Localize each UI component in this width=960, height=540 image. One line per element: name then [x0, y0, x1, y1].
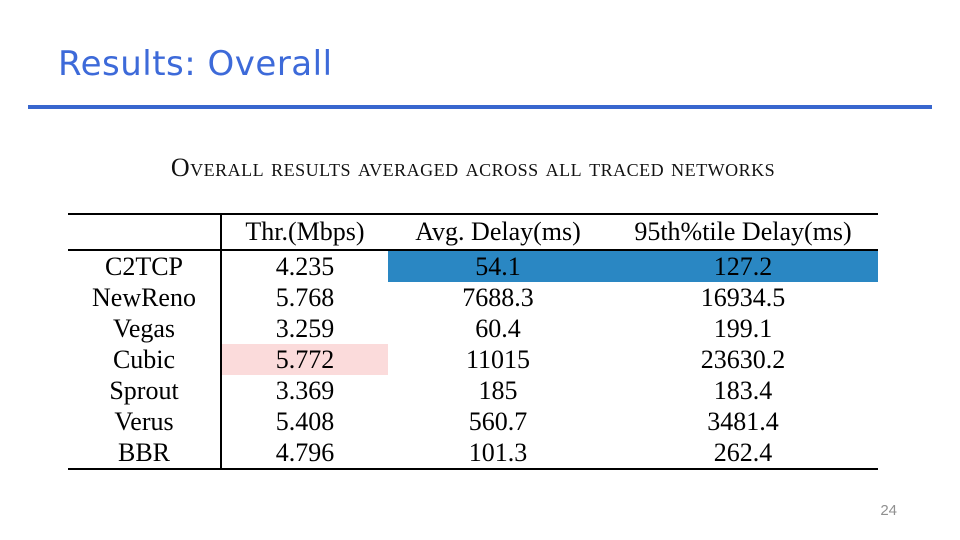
results-table: Thr.(Mbps) Avg. Delay(ms) 95th%tile Dela…: [68, 213, 878, 470]
slide-page-number: 24: [880, 502, 897, 519]
column-header-scheme: [68, 215, 222, 251]
table-row-cubic: Cubic 5.772 11015 23630.2: [68, 344, 878, 375]
table-row-bbr: BBR 4.796 101.3 262.4: [68, 437, 878, 468]
cell-throughput: 5.408: [275, 406, 335, 436]
cell-throughput: 3.259: [275, 313, 335, 343]
cell-throughput: 3.369: [275, 375, 335, 405]
cell-throughput: 5.768: [275, 282, 335, 312]
cell-95th-delay: 3481.4: [707, 406, 779, 436]
cell-95th-delay: 183.4: [713, 375, 773, 405]
cell-avg-delay-highlighted: 54.1: [388, 251, 608, 282]
cell-avg-delay: 11015: [465, 344, 531, 374]
cell-avg-delay: 101.3: [468, 437, 528, 467]
row-label: NewReno: [68, 282, 222, 313]
title-underline: [28, 105, 932, 109]
cell-avg-delay: 185: [478, 375, 518, 405]
cell-avg-delay: 60.4: [475, 313, 521, 343]
column-header-95th-delay: 95th%tile Delay(ms): [608, 215, 878, 251]
cell-avg-delay: 7688.3: [462, 282, 534, 312]
table-row-c2tcp: C2TCP 4.235 54.1 127.2: [68, 251, 878, 282]
row-label: Verus: [68, 406, 222, 437]
page-title: Results: Overall: [58, 44, 333, 84]
table-row-newreno: NewReno 5.768 7688.3 16934.5: [68, 282, 878, 313]
cell-throughput: 4.796: [275, 437, 335, 467]
cell-95th-delay: 16934.5: [700, 282, 786, 312]
table-row-sprout: Sprout 3.369 185 183.4: [68, 375, 878, 406]
row-label: BBR: [68, 437, 222, 468]
cell-95th-delay: 262.4: [713, 437, 773, 467]
table-row-vegas: Vegas 3.259 60.4 199.1: [68, 313, 878, 344]
cell-95th-delay: 23630.2: [700, 344, 786, 374]
column-header-throughput: Thr.(Mbps): [222, 215, 388, 251]
row-label: Cubic: [68, 344, 222, 375]
cell-95th-delay: 199.1: [713, 313, 773, 343]
cell-95th-delay-highlighted: 127.2: [608, 251, 878, 282]
table-row-verus: Verus 5.408 560.7 3481.4: [68, 406, 878, 437]
column-header-avg-delay: Avg. Delay(ms): [388, 215, 608, 251]
cell-avg-delay: 560.7: [468, 406, 528, 436]
row-label: Vegas: [68, 313, 222, 344]
cell-throughput-highlighted: 5.772: [222, 344, 388, 375]
table-caption: Overall results averaged across all trac…: [170, 153, 776, 182]
table-header-row: Thr.(Mbps) Avg. Delay(ms) 95th%tile Dela…: [68, 215, 878, 251]
cell-throughput: 4.235: [275, 251, 335, 281]
row-label: C2TCP: [68, 251, 222, 282]
row-label: Sprout: [68, 375, 222, 406]
